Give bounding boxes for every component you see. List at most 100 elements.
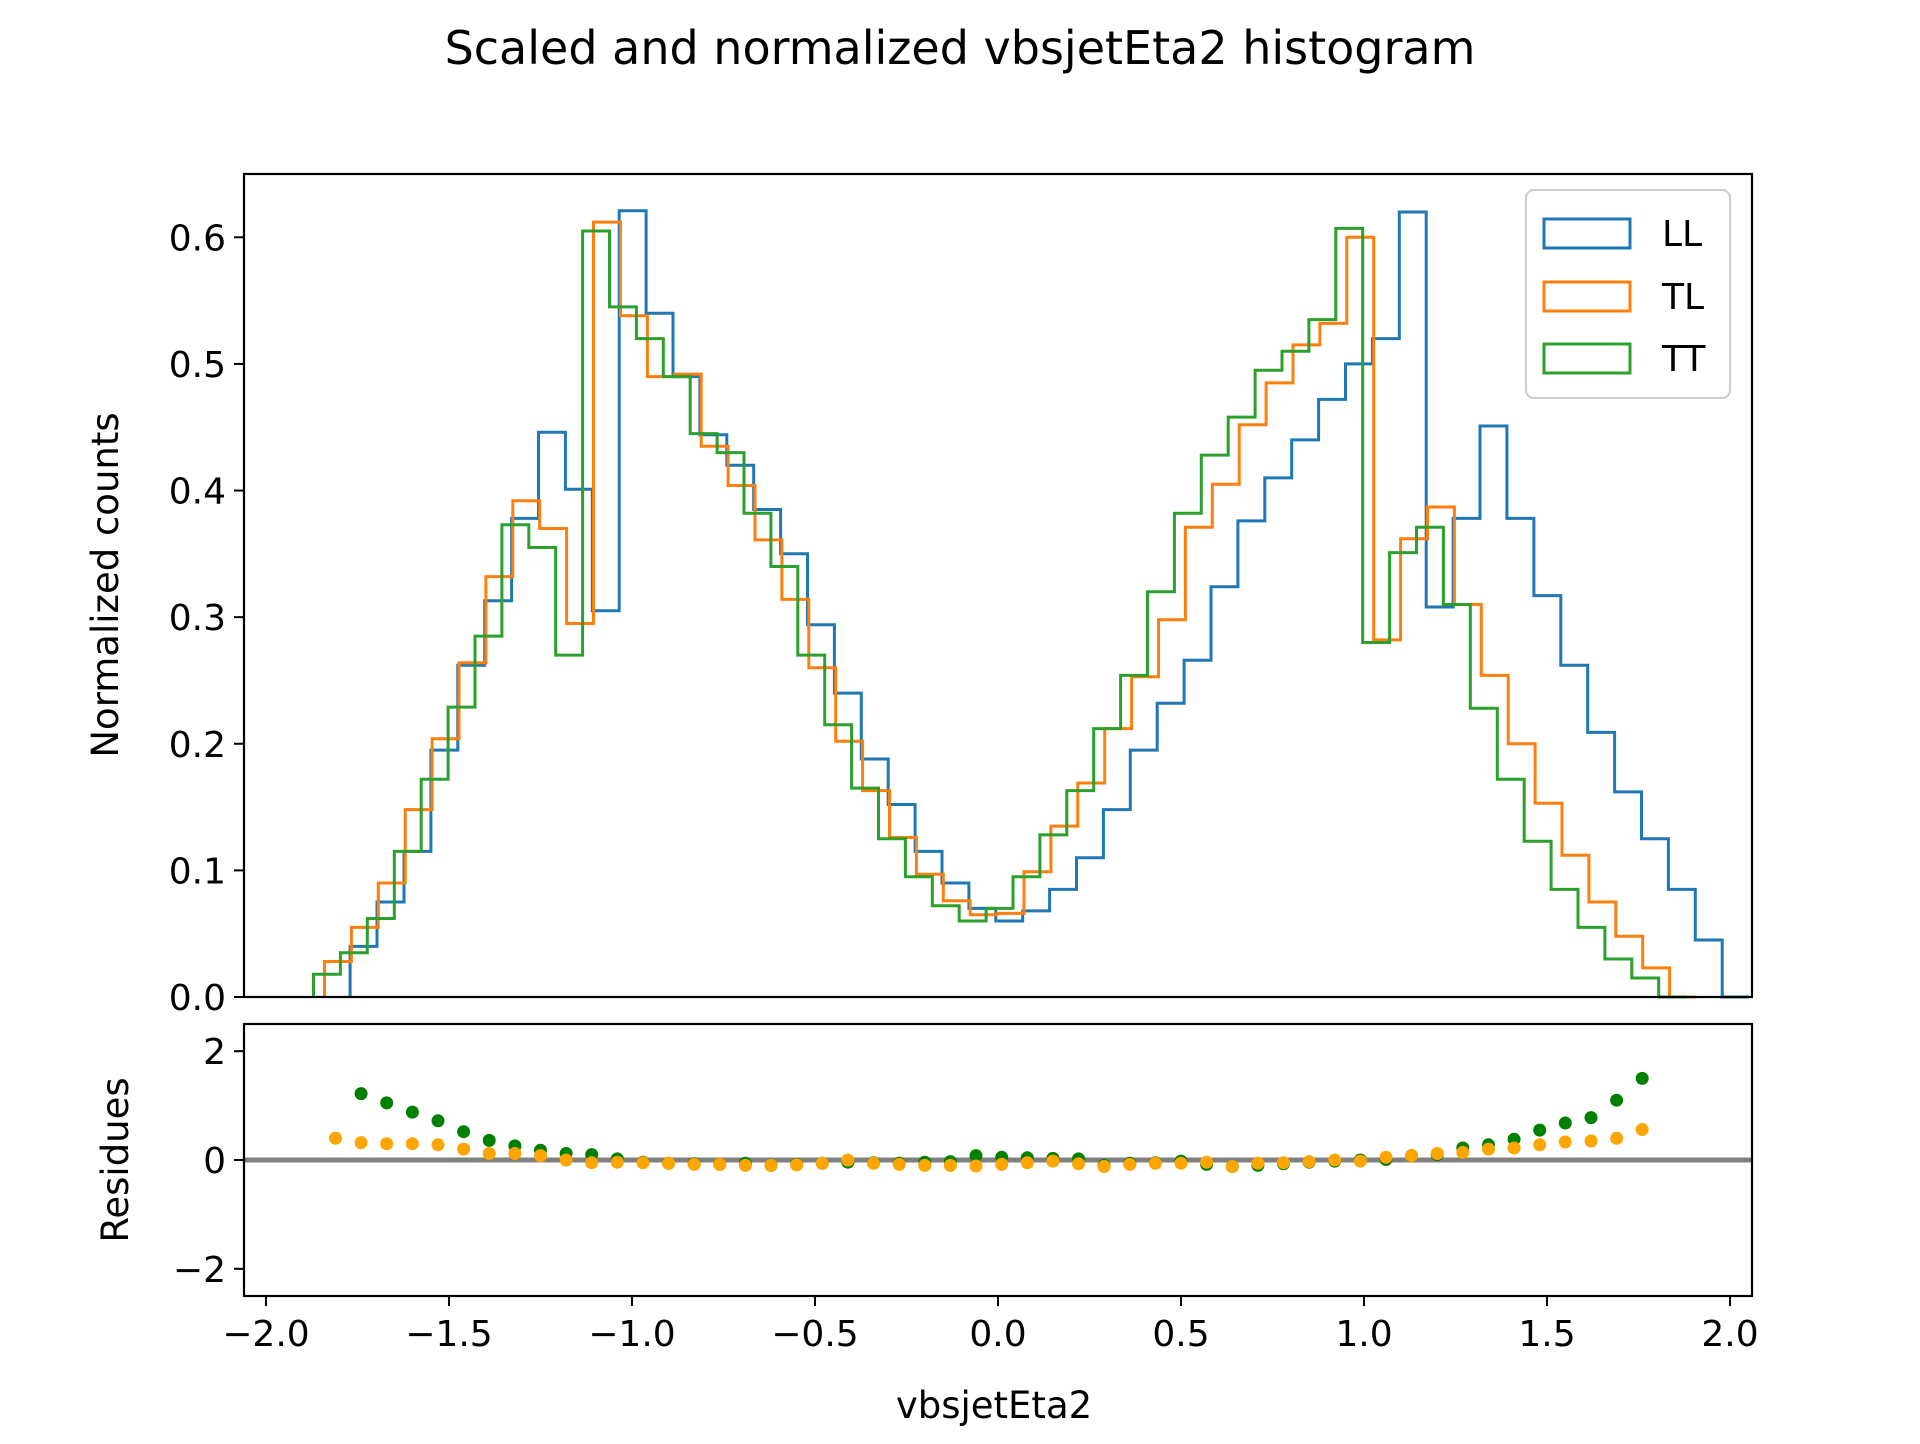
histogram-y-tick-label: 0.6 [169,218,226,259]
residual-point [508,1147,522,1160]
legend: LL TL TT [1525,189,1731,399]
residual-point [380,1096,394,1110]
residual-point [1328,1153,1342,1167]
histogram-plot-frame [244,174,1752,997]
histogram-plot-border [242,172,1754,999]
residual-point [1148,1156,1162,1170]
histogram-y-ticks: 0.0 0.1 0.2 0.3 0.4 0.5 0.6 [169,218,244,1019]
x-tick-label: −1.5 [405,1314,492,1355]
residual-point [1123,1157,1137,1171]
residual-point [1610,1131,1624,1145]
residual-point [1020,1156,1034,1170]
residual-point [1251,1156,1265,1170]
residual-point [1533,1138,1547,1152]
legend-swatch-tt [1542,342,1632,375]
residual-point [1533,1123,1547,1137]
residual-point [405,1137,419,1151]
x-axis-label: vbsjetEta2 [896,1384,1092,1427]
residual-point [943,1158,957,1172]
legend-swatch-tl [1542,280,1632,313]
residuals-y-tick-label: 2 [203,1032,226,1073]
residuals-y-axis-label: Residues [94,1077,137,1242]
residual-point [482,1147,496,1160]
residual-point [380,1137,394,1151]
residual-point [457,1142,471,1156]
x-tick-label: 1.0 [1335,1314,1392,1355]
legend-box [1525,189,1731,399]
residuals-x-ticks: −2.0 −1.5 −1.0 −0.5 0.0 0.5 1.0 1.5 2.0 [222,1296,1759,1355]
residual-point [431,1114,445,1128]
residual-point [995,1157,1009,1171]
residual-point [354,1136,368,1150]
residual-point [1353,1154,1367,1168]
residual-point [585,1156,599,1170]
x-tick-label: −0.5 [771,1314,858,1355]
residual-point [1558,1116,1572,1130]
residual-point [329,1131,342,1145]
histogram-series-tt [312,226,1686,999]
residuals-series-1 [329,1123,1649,1173]
residual-point [1277,1156,1290,1170]
histogram-y-tick-label: 0.4 [169,472,226,513]
x-tick-label: 0.0 [969,1314,1026,1355]
residuals-y-tick-label: 0 [203,1141,226,1182]
histogram-y-tick-label: 0.3 [169,598,226,639]
residual-point [534,1149,547,1163]
residual-point [1174,1156,1188,1170]
residual-point [1635,1071,1649,1085]
residuals-axes: −2 0 2 −2.0 −1.5 −1.0 −0.5 0.0 0.5 1.0 1.5 2.0 Res… [94,1022,1759,1427]
residual-point [1482,1142,1495,1156]
residual-point [431,1138,445,1152]
residual-point [1584,1134,1598,1148]
x-tick-label: 0.5 [1152,1314,1209,1355]
chart-title: Scaled and normalized vbsjetEta2 histogr… [445,21,1476,75]
residual-point [559,1153,573,1167]
residual-point [1558,1135,1572,1149]
residual-point [867,1156,881,1170]
residual-point [1072,1157,1085,1171]
residual-point [738,1158,752,1172]
legend-label-tt: TT [1661,339,1706,380]
residual-point [969,1149,983,1163]
histogram-series-group [312,209,1750,999]
histogram-y-tick-label: 0.1 [169,851,226,892]
residual-point [918,1158,932,1172]
residual-point [482,1133,496,1147]
residual-point [1046,1154,1060,1168]
legend-label-ll: LL [1662,214,1702,255]
residuals-y-ticks: −2 0 2 [173,1032,244,1291]
residuals-series-group [329,1071,1649,1173]
residual-point [354,1087,368,1101]
histogram-y-tick-label: 0.0 [169,978,226,1019]
residual-point [457,1125,471,1139]
residual-point [764,1158,778,1172]
residual-point [1584,1111,1598,1125]
residual-point [662,1156,676,1170]
x-tick-label: −2.0 [222,1314,309,1355]
histogram-y-tick-label: 0.2 [169,725,226,766]
legend-label-tl: TL [1661,277,1704,318]
residual-point [636,1156,650,1170]
residual-point [790,1158,804,1172]
residual-point [969,1159,983,1173]
x-tick-label: −1.0 [588,1314,675,1355]
residual-point [610,1155,624,1169]
residual-point [815,1156,829,1170]
residual-point [1635,1123,1649,1136]
residual-point [1610,1093,1624,1107]
histogram-axes: 0.00.10.20.30.40.50.6 Normalized counts … [84,172,1754,1019]
residual-point [1097,1160,1111,1173]
residual-point [1430,1147,1444,1160]
histogram-y-tick-label: 0.5 [169,345,226,386]
residuals-y-tick-label: −2 [173,1250,226,1291]
residual-point [841,1153,855,1167]
x-tick-label: 2.0 [1701,1314,1758,1355]
histogram-y-axis-label: Normalized counts [84,412,127,757]
residual-point [405,1105,419,1119]
residual-point [1456,1145,1470,1159]
residual-point [713,1157,727,1171]
residual-point [1507,1141,1521,1155]
residual-point [1200,1155,1214,1169]
